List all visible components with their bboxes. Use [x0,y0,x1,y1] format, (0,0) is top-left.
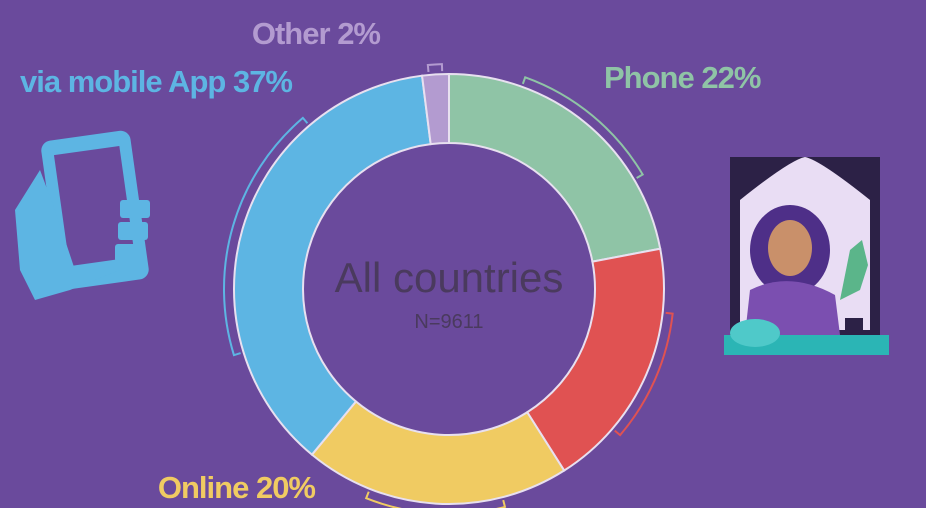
segment-value: 20% [256,470,315,505]
page: {"chart_data":{"type":"donut","title":"A… [0,0,926,508]
segment-value: 37% [233,64,292,99]
center-title: All countries [335,254,564,301]
segment-name: Other [252,16,331,51]
center-subtitle: N=9611 [414,311,483,333]
segment-name: via mobile App [20,64,225,99]
segment-value: 22% [701,60,760,95]
segment-label: Other 2% [252,16,381,51]
segment-value: 2% [337,16,380,51]
segment-label: Online 20% [158,470,316,505]
woman-illustration [724,157,889,355]
segment-name: Phone [604,60,694,95]
chart: All countries N=9611 Phone 22% Online 20%… [0,0,926,508]
segment-label: Phone 22% [604,60,761,95]
segment-label: via mobile App 37% [20,64,292,99]
segment-name: Online [158,470,249,505]
